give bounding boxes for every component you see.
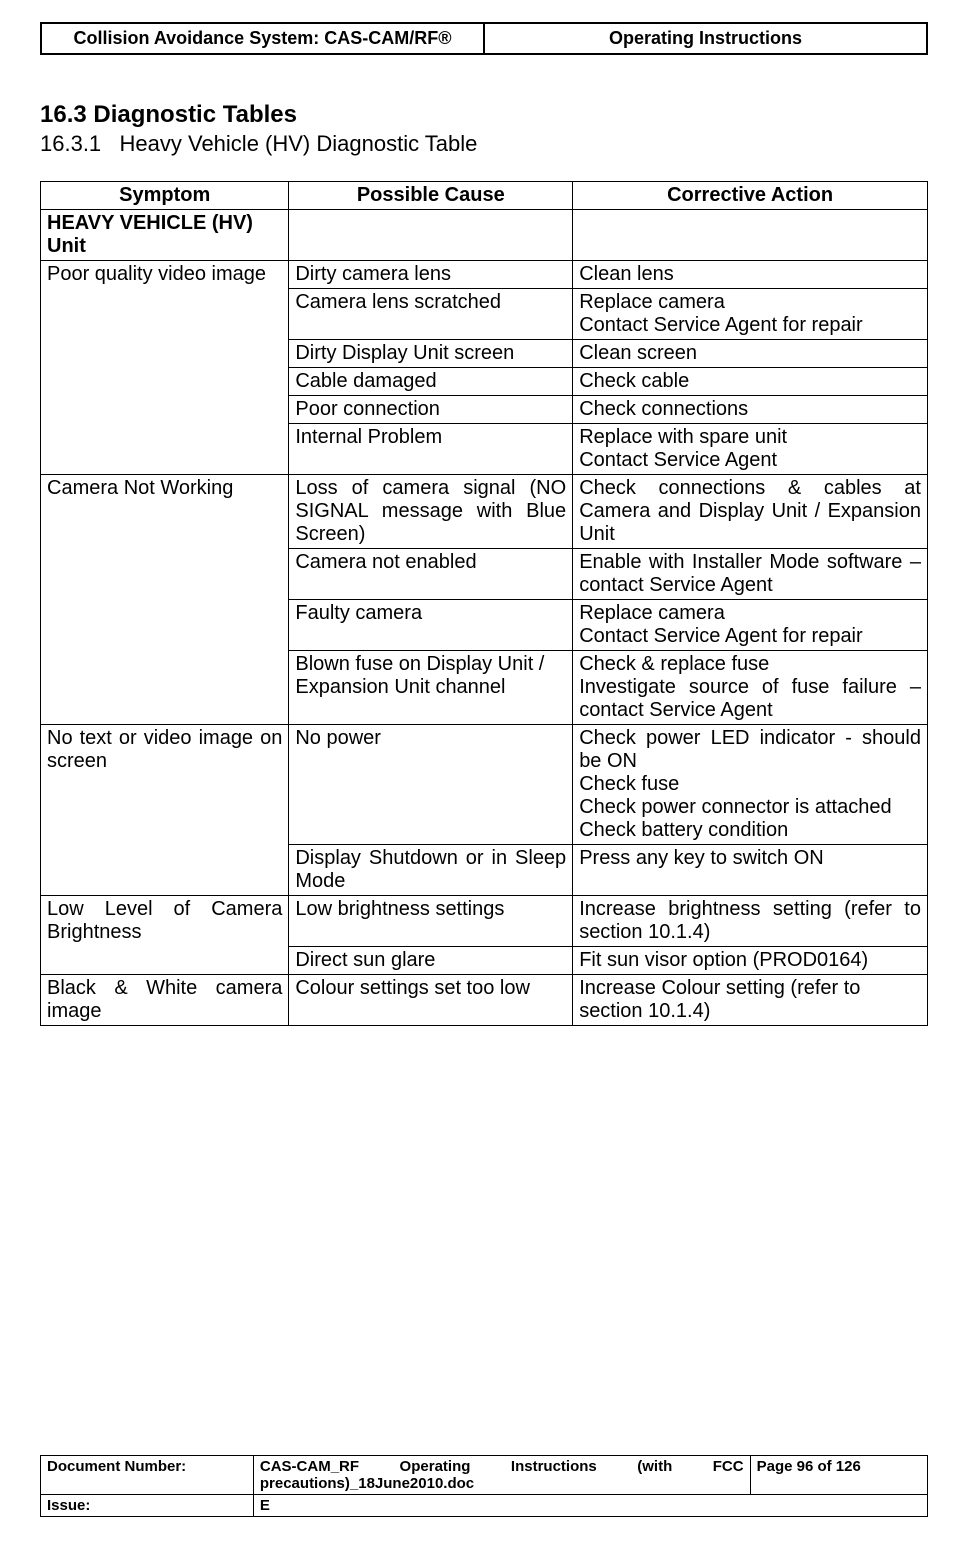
- col-symptom: Symptom: [41, 182, 289, 210]
- cause-cell: Dirty camera lens: [289, 261, 573, 289]
- symptom-cell: HEAVY VEHICLE (HV) Unit: [41, 210, 289, 261]
- table-row: No text or video image on screenNo power…: [41, 725, 928, 845]
- document-header: Collision Avoidance System: CAS-CAM/RF® …: [40, 22, 928, 55]
- section-heading: 16.3 Diagnostic Tables: [40, 101, 928, 129]
- cause-cell: [289, 210, 573, 261]
- table-row: HEAVY VEHICLE (HV) Unit: [41, 210, 928, 261]
- document-footer: Document Number: CAS-CAM_RF Operating In…: [40, 1455, 928, 1517]
- table-row: Low Level of Camera BrightnessLow bright…: [41, 896, 928, 947]
- diagnostic-table: Symptom Possible Cause Corrective Action…: [40, 181, 928, 1026]
- cause-cell: Loss of camera signal (NO SIGNAL message…: [289, 475, 573, 549]
- header-left: Collision Avoidance System: CAS-CAM/RF®: [42, 24, 485, 53]
- action-cell: Check connections: [573, 396, 928, 424]
- table-row: Black & White camera imageColour setting…: [41, 975, 928, 1026]
- table-row: Poor quality video imageDirty camera len…: [41, 261, 928, 289]
- issue-label: Issue:: [41, 1495, 254, 1517]
- cause-cell: Direct sun glare: [289, 947, 573, 975]
- cause-cell: Colour settings set too low: [289, 975, 573, 1026]
- cause-cell: Faulty camera: [289, 600, 573, 651]
- col-cause: Possible Cause: [289, 182, 573, 210]
- col-action: Corrective Action: [573, 182, 928, 210]
- symptom-cell: No text or video image on screen: [41, 725, 289, 896]
- symptom-cell: Black & White camera image: [41, 975, 289, 1026]
- doc-number-label: Document Number:: [41, 1456, 254, 1495]
- table-row: Camera Not WorkingLoss of camera signal …: [41, 475, 928, 549]
- page-number: Page 96 of 126: [750, 1456, 927, 1495]
- action-cell: Enable with Installer Mode software – co…: [573, 549, 928, 600]
- cause-cell: Internal Problem: [289, 424, 573, 475]
- action-cell: Check connections & cables at Camera and…: [573, 475, 928, 549]
- cause-cell: Dirty Display Unit screen: [289, 340, 573, 368]
- action-cell: Replace cameraContact Service Agent for …: [573, 600, 928, 651]
- table-header-row: Symptom Possible Cause Corrective Action: [41, 182, 928, 210]
- cause-cell: Camera lens scratched: [289, 289, 573, 340]
- action-cell: [573, 210, 928, 261]
- subsection-heading: 16.3.1 Heavy Vehicle (HV) Diagnostic Tab…: [40, 131, 928, 157]
- doc-number-value: CAS-CAM_RF Operating Instructions (with …: [253, 1456, 750, 1495]
- action-cell: Clean lens: [573, 261, 928, 289]
- action-cell: Increase Colour setting (refer to sectio…: [573, 975, 928, 1026]
- action-cell: Fit sun visor option (PROD0164): [573, 947, 928, 975]
- symptom-cell: Camera Not Working: [41, 475, 289, 725]
- symptom-cell: Poor quality video image: [41, 261, 289, 475]
- action-cell: Press any key to switch ON: [573, 845, 928, 896]
- action-cell: Increase brightness setting (refer to se…: [573, 896, 928, 947]
- header-right: Operating Instructions: [485, 24, 926, 53]
- action-cell: Replace with spare unitContact Service A…: [573, 424, 928, 475]
- cause-cell: Poor connection: [289, 396, 573, 424]
- action-cell: Check cable: [573, 368, 928, 396]
- cause-cell: Cable damaged: [289, 368, 573, 396]
- cause-cell: Low brightness settings: [289, 896, 573, 947]
- action-cell: Check & replace fuseInvestigate source o…: [573, 651, 928, 725]
- issue-value: E: [253, 1495, 927, 1517]
- action-cell: Clean screen: [573, 340, 928, 368]
- cause-cell: Blown fuse on Display Unit / Expansion U…: [289, 651, 573, 725]
- cause-cell: Display Shutdown or in Sleep Mode: [289, 845, 573, 896]
- cause-cell: No power: [289, 725, 573, 845]
- action-cell: Replace cameraContact Service Agent for …: [573, 289, 928, 340]
- action-cell: Check power LED indicator - should be ON…: [573, 725, 928, 845]
- cause-cell: Camera not enabled: [289, 549, 573, 600]
- symptom-cell: Low Level of Camera Brightness: [41, 896, 289, 975]
